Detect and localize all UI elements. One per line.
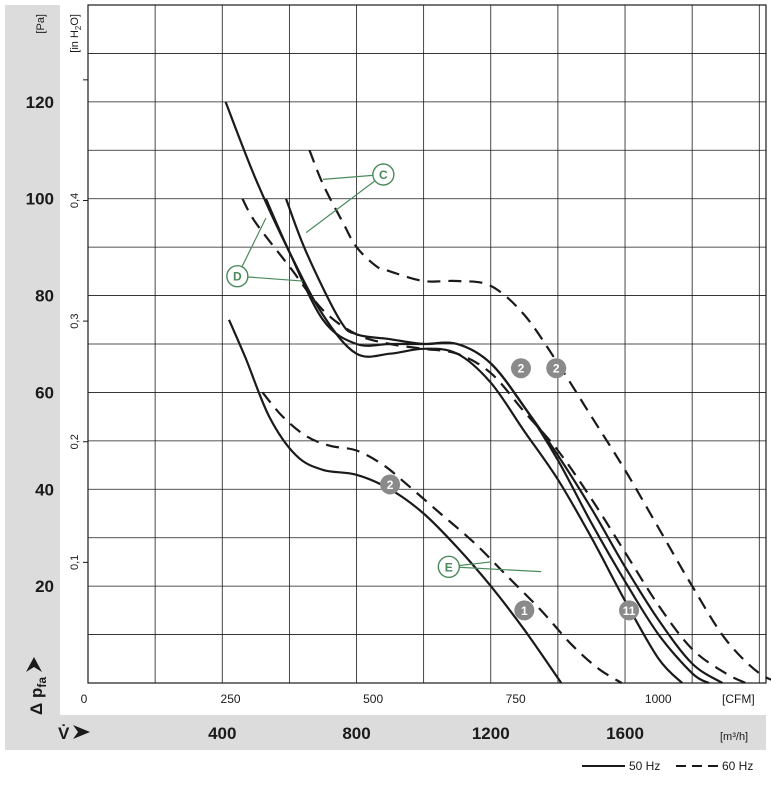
y-tick-label: 20	[35, 577, 54, 596]
annotation-label-1: 1	[521, 604, 528, 618]
annotation-label-2: 2	[387, 478, 394, 492]
annotation-label-2: 2	[518, 362, 525, 376]
cfm-tick-label: 250	[221, 692, 241, 706]
m3h-tick-label: 400	[208, 724, 236, 743]
m3h-tick-labels: 400 800 1200 1600	[208, 724, 644, 743]
series-line-7	[308, 149, 771, 681]
y-tick-label: 100	[26, 190, 54, 209]
y-axis-title: Δ pfa	[26, 657, 49, 715]
series-line-2	[261, 391, 623, 684]
y2-tick-label: 0,2	[69, 434, 81, 449]
m3h-tick-label: 1200	[472, 724, 510, 743]
secondary-y-tick-labels: 0,1 0,2 0,3 0,4	[69, 193, 81, 570]
x-axis-title: V̇	[58, 724, 90, 743]
y2-unit: [in H2O]	[69, 14, 83, 53]
y-tick-labels: 20 40 60 80 100 120	[26, 93, 54, 596]
y-axis-band	[5, 5, 60, 720]
annotation-label-E: E	[445, 560, 453, 574]
m3h-tick-label: 1600	[606, 724, 644, 743]
y2-tick-label: 0,4	[69, 193, 81, 208]
y-tick-label: 60	[35, 383, 54, 402]
y-axis-arrow-icon	[26, 657, 42, 672]
series-line-1	[227, 319, 563, 684]
x-axis-symbol: V̇	[58, 724, 70, 743]
legend-label-60hz: 60 Hz	[722, 759, 753, 773]
y-unit-pa: [Pa]	[35, 14, 47, 34]
cfm-tick-label: 500	[363, 692, 383, 706]
annotation-marker-2	[546, 358, 567, 379]
legend: 50 Hz 60 Hz	[582, 759, 753, 773]
annotation-marker-2	[510, 358, 531, 379]
legend-label-50hz: 50 Hz	[629, 759, 660, 773]
annotation-label-D: D	[233, 270, 242, 284]
annotation-marker-C	[372, 163, 395, 186]
annotation-marker-D	[226, 265, 249, 288]
x-axis-band	[5, 715, 766, 750]
y-tick-label: 80	[35, 287, 54, 306]
annotation-marker-E	[437, 555, 461, 578]
x-axis-arrow-icon	[73, 725, 90, 739]
annotation-marker-2	[380, 474, 401, 495]
series-lines	[224, 101, 771, 685]
series-line-6	[241, 198, 747, 685]
secondary-y-ticks	[83, 79, 88, 563]
x-unit-m3h: [m³/h]	[720, 731, 748, 743]
annotation-label-11: 11	[623, 604, 636, 618]
annotation-leader	[305, 174, 384, 234]
m3h-tick-label: 800	[342, 724, 370, 743]
cfm-tick-label: 1000	[645, 692, 672, 706]
y-tick-label: 40	[35, 480, 54, 499]
cfm-tick-labels: 0 250 500 750 1000	[81, 692, 672, 706]
annotation-leader	[448, 566, 542, 573]
y2-tick-label: 0,3	[69, 313, 81, 328]
cfm-tick-label: 750	[506, 692, 526, 706]
y2-tick-label: 0,1	[69, 555, 81, 570]
cfm-tick-label: 0	[81, 692, 88, 706]
annotation-marker-11	[619, 600, 640, 621]
svg-text:Δ pfa: Δ pfa	[27, 677, 49, 715]
annotation-label-C: C	[379, 168, 388, 182]
series-line-5	[284, 198, 723, 684]
annotation-label-2: 2	[553, 362, 560, 376]
annotation-marker-1	[514, 600, 535, 621]
x-unit-cfm: [CFM]	[722, 692, 755, 706]
y-tick-label: 120	[26, 93, 54, 112]
